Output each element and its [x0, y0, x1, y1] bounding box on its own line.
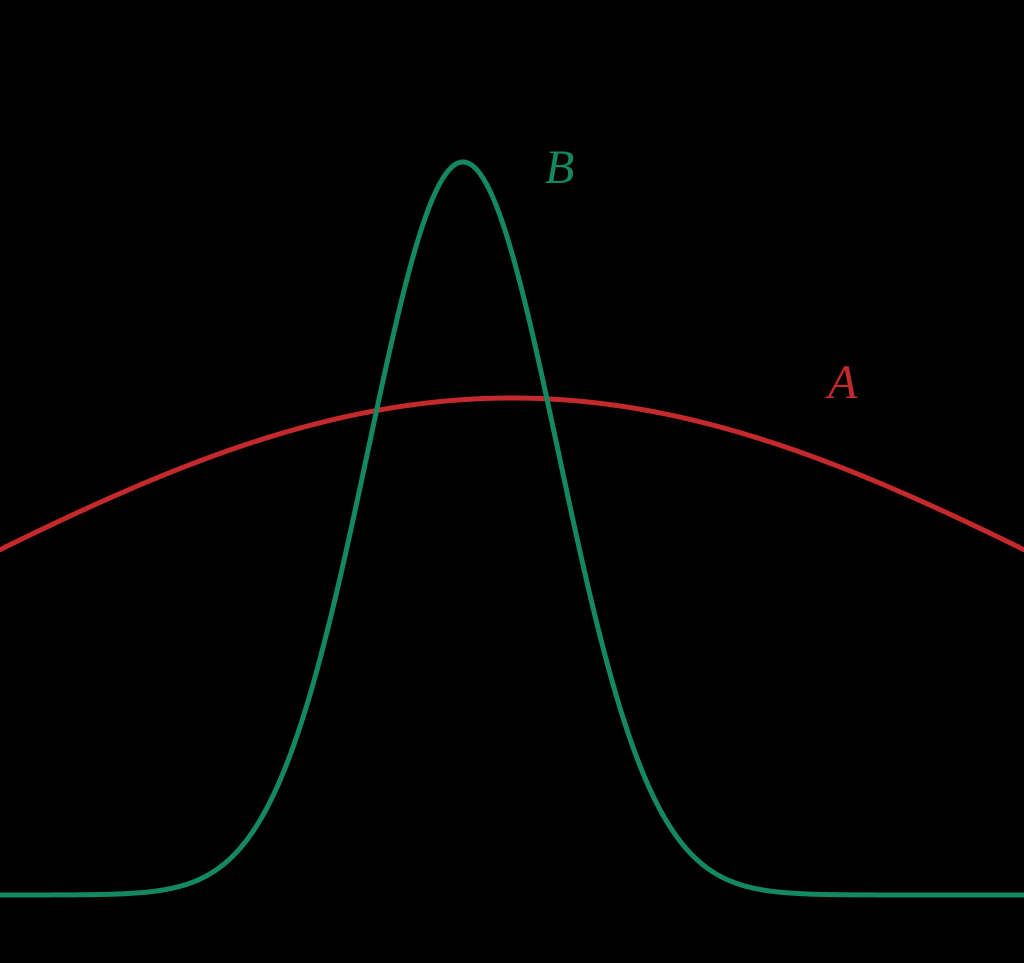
- distribution-chart: [0, 0, 1024, 963]
- curve-a: [0, 398, 1024, 550]
- curve-b: [0, 162, 1024, 895]
- curve-label-b: B: [545, 140, 574, 195]
- curve-label-a: A: [828, 355, 857, 410]
